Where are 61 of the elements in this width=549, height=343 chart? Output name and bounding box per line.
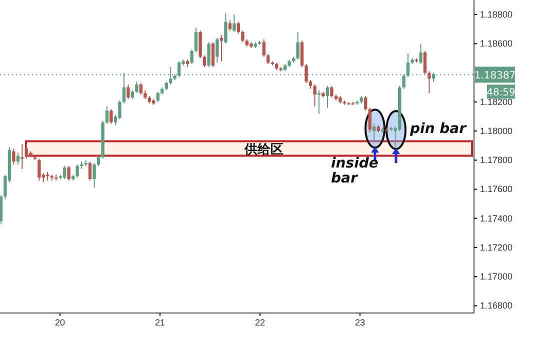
candlestick	[236, 21, 240, 34]
candlestick	[194, 27, 198, 53]
candlestick	[105, 106, 109, 124]
y-tick-label: 1.17600	[480, 184, 513, 194]
candlestick	[326, 85, 330, 108]
y-tick-label: 1.16800	[480, 300, 513, 311]
candlestick	[76, 164, 79, 178]
y-tick-label: 1.18600	[480, 38, 513, 49]
candlestick	[419, 43, 422, 65]
candlestick	[364, 96, 368, 112]
candlestick	[135, 81, 138, 94]
candlestick	[330, 85, 334, 98]
y-tick-label: 1.17000	[480, 271, 513, 282]
candlestick	[139, 82, 142, 96]
candlestick	[96, 155, 100, 166]
text: 48:59	[486, 88, 516, 99]
candlestick	[211, 42, 215, 68]
candlestick	[110, 108, 113, 124]
candlestick	[241, 30, 244, 43]
y-tick-label: 1.17200	[480, 242, 513, 252]
y-tick-label: 1.17400	[480, 213, 513, 224]
candlestick	[296, 32, 300, 60]
candlestick	[202, 54, 206, 68]
candlestick	[207, 42, 210, 68]
candlestick	[313, 84, 316, 107]
candlestick	[20, 144, 24, 170]
candlestick	[428, 70, 431, 94]
candlestick	[368, 107, 372, 133]
candlestick	[92, 162, 96, 188]
candlestick	[423, 50, 427, 75]
candlestick	[190, 49, 194, 65]
y-tick-label: 1.18200	[480, 96, 513, 107]
candlestick	[67, 165, 70, 182]
candlestick	[224, 12, 228, 44]
y-tick-label: 1.18000	[480, 126, 513, 136]
candlestick	[38, 158, 41, 182]
candlestick	[63, 165, 66, 180]
candlestick	[317, 90, 321, 114]
ref-line-label: 1.18387	[474, 70, 516, 82]
candlestick	[216, 37, 219, 64]
x-tick-label: 21	[154, 317, 166, 328]
x-tick-label: 20	[54, 317, 66, 328]
candlestick	[266, 53, 270, 65]
candlestick	[88, 161, 92, 182]
candlestick	[304, 64, 308, 84]
candlestick	[262, 38, 266, 58]
candlestick	[232, 14, 236, 33]
candlestick	[118, 100, 122, 120]
x-tick-label: 23	[354, 317, 366, 328]
candlestick	[220, 34, 224, 62]
band-label: 供给区	[244, 142, 284, 158]
y-tick-label: 1.17800	[480, 155, 513, 166]
candlestick	[12, 148, 16, 166]
candlestick	[300, 40, 304, 68]
x-tick-label: 22	[254, 317, 266, 328]
y-tick-label: 1.18800	[480, 9, 513, 20]
candlestick	[372, 123, 376, 142]
annotation: pin bar	[409, 121, 468, 138]
candlestick	[126, 84, 130, 100]
candlestick	[156, 91, 160, 102]
annotation: inside bar	[331, 156, 378, 187]
